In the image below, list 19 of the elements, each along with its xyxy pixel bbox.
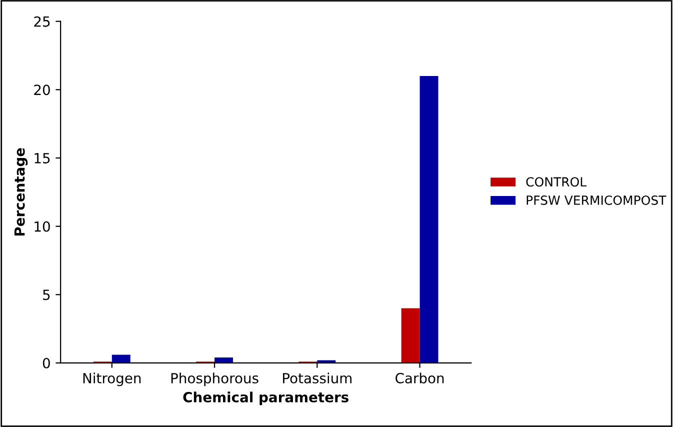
x-tick-label: Nitrogen: [83, 372, 141, 386]
y-tick-label: 0: [42, 358, 50, 368]
x-axis-title: Chemical parameters: [183, 392, 348, 406]
bar: [112, 354, 130, 363]
x-tick-label: Phosphorous: [171, 372, 258, 386]
bar: [401, 308, 420, 363]
y-axis-title: Percentage: [14, 148, 28, 236]
legend-label: CONTROL: [526, 177, 587, 187]
x-tick-label: Carbon: [396, 372, 444, 384]
y-tick-label: 5: [43, 290, 50, 300]
bar: [317, 360, 336, 363]
y-tick-label: 15: [34, 153, 50, 164]
y-tick-label: 10: [34, 221, 50, 232]
y-tick-label: 25: [34, 16, 50, 27]
x-tick-label: Potassium: [283, 372, 352, 384]
legend-label: PFSW VERMICOMPOST: [526, 195, 666, 205]
bar: [420, 76, 438, 363]
bar: [214, 357, 233, 363]
y-tick-label: 20: [34, 84, 50, 96]
